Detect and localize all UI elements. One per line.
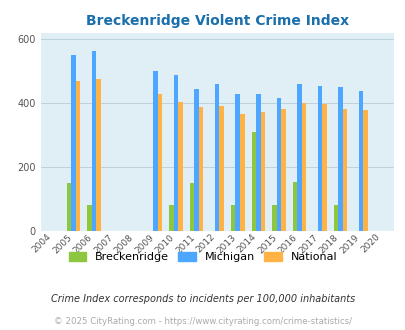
Bar <box>230 206 235 231</box>
Bar <box>92 50 96 231</box>
Bar <box>333 206 337 231</box>
Bar <box>153 71 158 231</box>
Bar <box>190 183 194 231</box>
Bar <box>276 98 280 231</box>
Bar <box>301 103 305 231</box>
Bar <box>173 75 178 231</box>
Bar <box>158 94 162 231</box>
Bar <box>251 132 256 231</box>
Bar <box>71 55 75 231</box>
Bar <box>219 107 224 231</box>
Bar <box>280 109 285 231</box>
Bar <box>292 182 296 231</box>
Bar <box>198 107 203 231</box>
Text: © 2025 CityRating.com - https://www.cityrating.com/crime-statistics/: © 2025 CityRating.com - https://www.city… <box>54 317 351 326</box>
Bar <box>337 87 342 231</box>
Bar <box>75 81 80 231</box>
Bar <box>87 206 92 231</box>
Bar <box>271 206 276 231</box>
Legend: Breckenridge, Michigan, National: Breckenridge, Michigan, National <box>64 248 341 267</box>
Bar <box>256 94 260 231</box>
Text: Crime Index corresponds to incidents per 100,000 inhabitants: Crime Index corresponds to incidents per… <box>51 294 354 304</box>
Bar <box>342 109 346 231</box>
Bar <box>260 112 264 231</box>
Bar <box>296 84 301 231</box>
Bar <box>358 91 362 231</box>
Bar <box>169 206 173 231</box>
Bar <box>96 79 100 231</box>
Bar <box>235 94 239 231</box>
Bar <box>194 89 198 231</box>
Bar <box>362 110 367 231</box>
Bar <box>321 104 326 231</box>
Title: Breckenridge Violent Crime Index: Breckenridge Violent Crime Index <box>85 14 348 28</box>
Bar <box>178 102 183 231</box>
Bar <box>66 183 71 231</box>
Bar <box>214 84 219 231</box>
Bar <box>239 115 244 231</box>
Bar <box>317 86 321 231</box>
